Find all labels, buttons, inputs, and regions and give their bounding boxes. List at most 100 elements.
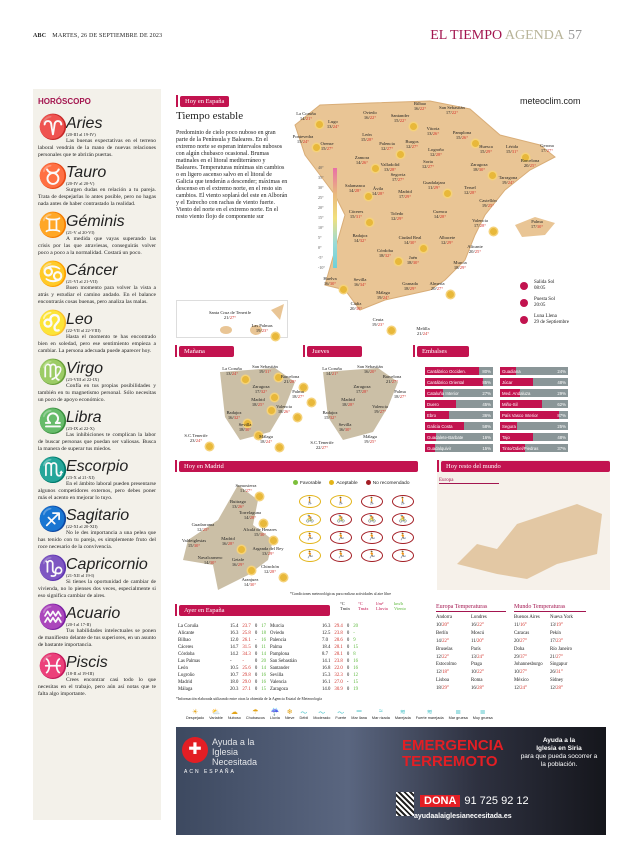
max-temp: 31° (355, 214, 363, 219)
jueves-tag: Jueves (303, 345, 362, 357)
legend-label: Chubascos (245, 716, 265, 720)
city-cell: Cáceres (178, 645, 194, 650)
min-temp: 17/ (540, 148, 547, 153)
world-city: París 13/24° (471, 646, 506, 662)
city-temp: 15/30° (182, 543, 206, 548)
city-cell: Murcia (270, 624, 284, 629)
city-name: Chinchón (261, 564, 279, 569)
ad-help-2: Iglesia en Siria (536, 745, 582, 752)
city-cell: Palencia (270, 638, 287, 643)
tmin-cell: 15.3 (322, 673, 331, 678)
city-temp: 11/16° (514, 622, 550, 630)
sign-dates: (21-XII al 19-I) (66, 573, 95, 578)
max-temp: 26° (432, 131, 440, 136)
min-temp: 20/ (523, 163, 530, 168)
city-name: Pontevedra (292, 134, 314, 139)
min-temp: 19/ (363, 439, 370, 444)
min-temp: 15/ (296, 139, 303, 144)
reservoir-bar: Galicia Costa 58% (425, 422, 493, 430)
min-temp: 14/ (243, 582, 250, 587)
reservoir-percent: 48% (557, 379, 566, 385)
weather-8-icon: ～ (337, 710, 345, 717)
headline: Tiempo estable (176, 110, 244, 122)
city-cell: Oviedo (270, 631, 285, 636)
reservoir-percent: 16% (482, 434, 491, 440)
europe-title: Europa Temperaturas (436, 604, 506, 612)
world-tag: Hoy resto del mundo (437, 460, 610, 472)
reservoir-fill (425, 389, 444, 397)
scale-label: 15° (318, 215, 324, 220)
min-temp: 12/ (440, 240, 447, 245)
min-temp: 14/ (355, 160, 362, 165)
city-name: Palma (292, 389, 304, 394)
sign-text: Crees encontrar casi todo lo que necesit… (38, 677, 156, 697)
reservoir-fill (425, 378, 483, 386)
weather-3-icon: ☂ (252, 709, 259, 716)
rain-cell: 0 (346, 652, 350, 657)
weather-10-icon: ≈ (378, 708, 383, 715)
min-temp: 26/ (550, 670, 557, 676)
city-name: San Sebastián (439, 105, 465, 110)
column-header: l/m² Lluvia (376, 601, 388, 611)
ayer-table: La Coruña 15.4 23.7 0 17 Murcia 16.3 29.4 0 20 Ali… (176, 623, 360, 693)
scale-label: 0° (318, 245, 322, 250)
world-city: Johannesburgo 10/27° (514, 661, 550, 677)
city-name: Gerona (540, 143, 554, 148)
tag-label: Hoy en Madrid (179, 460, 418, 472)
city-name: Madrid (398, 189, 412, 194)
min-temp: 12/ (436, 670, 443, 676)
max-temp: 29° (237, 562, 245, 567)
max-temp: 27° (436, 286, 444, 291)
max-temp: 27° (556, 654, 563, 660)
city-name: S.C.Tenerife (310, 440, 334, 445)
min-temp: 13/ (383, 167, 390, 172)
ad-help-3: para que pueda socorrer a la población. (520, 753, 598, 768)
min-temp: 20/ (514, 638, 521, 644)
horoscope-sign: ♊ Géminis (21-V al 20-VI) A medida que vaya… (38, 214, 156, 257)
max-temp: 29° (267, 551, 275, 556)
city-label: Cáceres 15/31° (349, 209, 364, 219)
min-temp: 21/ (550, 654, 557, 660)
temperature-scale (333, 168, 337, 268)
reservoir-percent: 85% (482, 379, 491, 385)
max-temp: 30° (259, 532, 267, 537)
city-temp: 15/29° (479, 149, 493, 154)
qr-code[interactable] (396, 792, 414, 816)
hoy-madrid-tag: Hoy en Madrid (175, 460, 418, 472)
advertisement[interactable]: ✚ Ayuda a la Iglesia Necesitada ACN ESPA… (176, 727, 606, 835)
weather-5-icon: ❄ (286, 709, 293, 716)
reservoir-percent: 58% (482, 423, 491, 429)
sun-icon (248, 567, 255, 574)
legend-label: Mar gruesa (448, 716, 468, 720)
city-label: Sevilla 16/30° (339, 422, 352, 432)
weather-14-icon: ≣ (479, 709, 486, 716)
min-temp: 18/ (259, 439, 266, 444)
min-temp: 14/ (371, 191, 378, 196)
min-temp: 16/ (221, 541, 228, 546)
manana-map (220, 368, 295, 440)
sun-icon (366, 219, 373, 226)
min-temp: 12/ (463, 190, 470, 195)
ad-url[interactable]: ayudaalaiglesianecesitada.es (414, 813, 512, 820)
legend-label: Mar llana (351, 716, 367, 720)
city-temp: 19/24° (499, 180, 518, 185)
max-temp: 28° (269, 569, 277, 574)
max-temp: 32° (359, 238, 367, 243)
sign-name: Virgo (66, 360, 104, 377)
city-temp: 15/22° (391, 118, 409, 123)
city-temp: 23/24° (184, 438, 207, 443)
city-temp: 14/28° (433, 214, 447, 219)
weather-6-icon: ～ (300, 710, 308, 717)
city-temp: 12/29° (391, 216, 404, 221)
reservoir-name: Duero (427, 401, 439, 407)
activity-cycling-icon: 🚴 (299, 513, 321, 526)
sign-dates: (18-II al 19-III) (66, 671, 94, 676)
city-temp: 12/28° (428, 152, 444, 157)
city-label: Getafe 16/29° (232, 557, 244, 567)
legend-label: Nuboso (227, 716, 241, 720)
min-temp: 14/ (403, 240, 410, 245)
table-row: La Coruña 15.4 23.7 0 17 Murcia 16.3 29.4 0 20 (176, 623, 360, 630)
tmax-cell: 26.1 (242, 638, 251, 643)
column-header: °C Tmín (340, 601, 350, 611)
city-name: La Coruña (222, 366, 242, 371)
